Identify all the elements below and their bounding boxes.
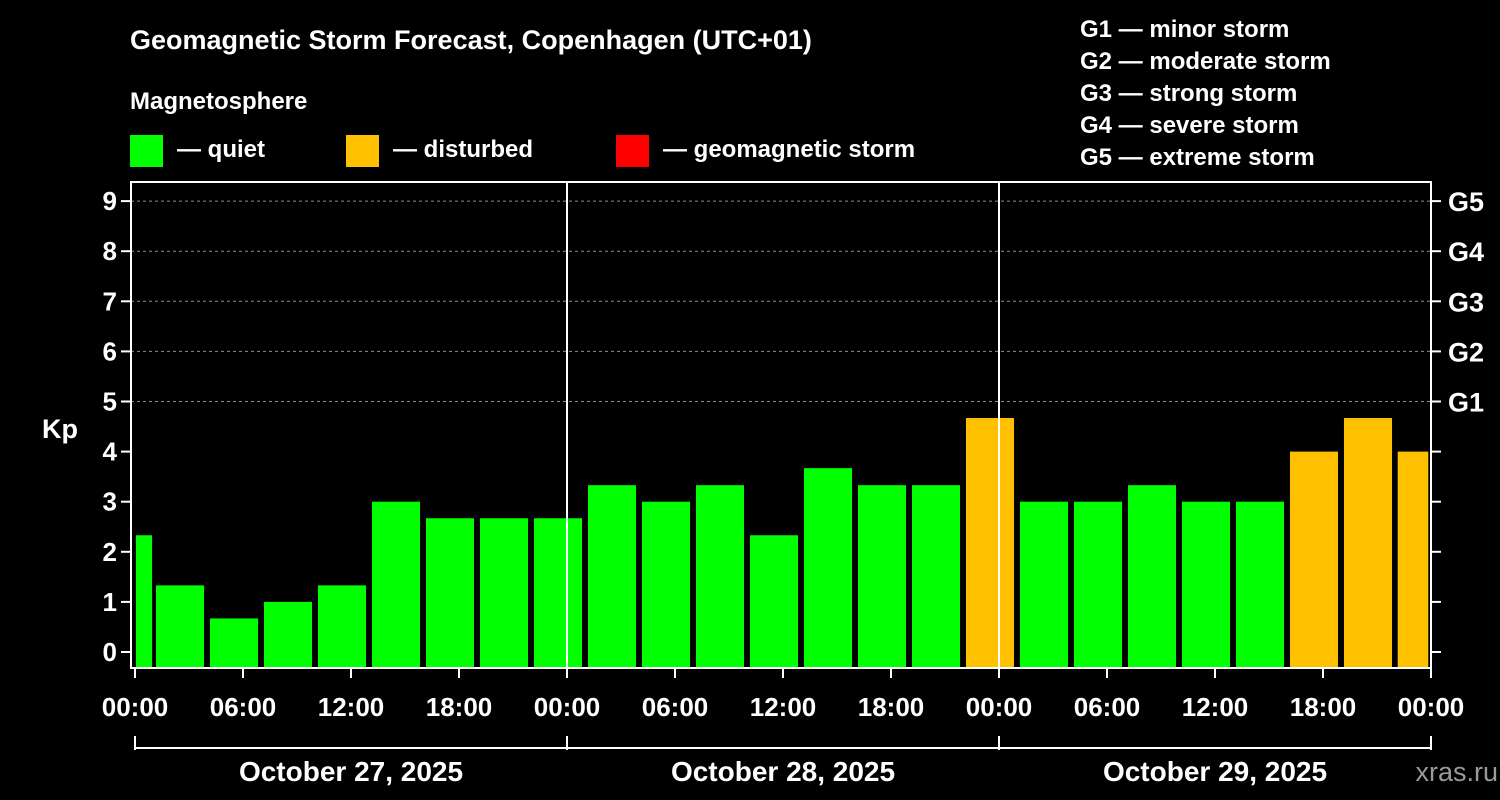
bar-5 bbox=[371, 501, 421, 668]
bar-14 bbox=[857, 485, 907, 668]
bars bbox=[135, 418, 1429, 668]
legend-title: Magnetosphere bbox=[130, 88, 307, 115]
storm-level-label-g3: G3 bbox=[1448, 287, 1484, 317]
watermark: xras.ru bbox=[1415, 757, 1498, 787]
x-tick-label-7: 18:00 bbox=[858, 692, 925, 722]
y-tick-label-4: 4 bbox=[103, 437, 118, 467]
x-tick-label-10: 12:00 bbox=[1182, 692, 1249, 722]
bar-4 bbox=[317, 585, 367, 668]
legend: Magnetosphere — quiet — disturbed — geom… bbox=[130, 88, 915, 167]
y-tick-label-6: 6 bbox=[103, 336, 117, 366]
storm-level-label-g5: G5 bbox=[1448, 187, 1484, 217]
bar-12 bbox=[749, 535, 799, 668]
x-axis-ticks: 00:00 06:00 12:00 18:00 00:00 06:00 12:00 18:00… bbox=[102, 668, 1465, 722]
bar-23 bbox=[1343, 418, 1393, 668]
y-tick-label-7: 7 bbox=[103, 286, 117, 316]
day-separators bbox=[566, 182, 1000, 668]
chart-title: Geomagnetic Storm Forecast, Copenhagen (… bbox=[130, 25, 812, 55]
scale-legend-g3: G3 — strong storm bbox=[1080, 80, 1297, 107]
x-tick-label-8: 00:00 bbox=[966, 692, 1033, 722]
bar-17 bbox=[1019, 501, 1069, 668]
bar-22 bbox=[1289, 451, 1339, 668]
legend-label-quiet: — quiet bbox=[177, 136, 265, 163]
y-tick-label-2: 2 bbox=[103, 537, 117, 567]
scale-legend-g4: G4 — severe storm bbox=[1080, 112, 1299, 139]
x-tick-label-2: 12:00 bbox=[318, 692, 385, 722]
bar-6 bbox=[425, 518, 475, 668]
bar-8 bbox=[533, 518, 583, 668]
storm-scale-legend: G1 — minor storm G2 — moderate storm G3 … bbox=[1080, 16, 1331, 171]
x-tick-label-9: 06:00 bbox=[1074, 692, 1141, 722]
legend-swatch-storm bbox=[616, 135, 649, 167]
storm-level-axis: G1 G2 G3 G4 G5 bbox=[1448, 187, 1484, 417]
y-tick-label-3: 3 bbox=[103, 487, 117, 517]
bar-1 bbox=[155, 585, 205, 668]
plot-frame bbox=[130, 181, 1432, 669]
y-tick-label-9: 9 bbox=[103, 186, 117, 216]
x-tick-label-6: 12:00 bbox=[750, 692, 817, 722]
y-tick-label-0: 0 bbox=[103, 637, 117, 667]
x-tick-label-11: 18:00 bbox=[1290, 692, 1357, 722]
bar-21 bbox=[1235, 501, 1285, 668]
x-tick-label-12: 00:00 bbox=[1398, 692, 1465, 722]
bar-2 bbox=[209, 618, 259, 668]
y-tick-label-8: 8 bbox=[103, 236, 117, 266]
bar-10 bbox=[641, 501, 691, 668]
x-tick-label-4: 00:00 bbox=[534, 692, 601, 722]
legend-swatch-quiet bbox=[130, 135, 163, 167]
storm-level-label-g1: G1 bbox=[1448, 388, 1484, 418]
y-axis-label: Kp bbox=[42, 414, 78, 444]
scale-legend-g2: G2 — moderate storm bbox=[1080, 48, 1331, 75]
bar-15 bbox=[911, 485, 961, 668]
legend-swatch-disturbed bbox=[346, 135, 379, 167]
x-tick-label-1: 06:00 bbox=[210, 692, 277, 722]
scale-legend-g5: G5 — extreme storm bbox=[1080, 144, 1315, 171]
day-label-1: October 28, 2025 bbox=[671, 756, 895, 787]
day-label-0: October 27, 2025 bbox=[239, 756, 463, 787]
storm-level-label-g2: G2 bbox=[1448, 337, 1484, 367]
y-tick-label-1: 1 bbox=[103, 587, 117, 617]
scale-legend-g1: G1 — minor storm bbox=[1080, 16, 1289, 43]
gridlines bbox=[131, 200, 1431, 402]
legend-label-storm: — geomagnetic storm bbox=[663, 136, 915, 163]
day-label-2: October 29, 2025 bbox=[1103, 756, 1327, 787]
day-axis: October 27, 2025 October 28, 2025 October … bbox=[134, 736, 1432, 787]
bar-13 bbox=[803, 468, 853, 668]
y-axis-ticks: 0 1 2 3 4 5 6 7 8 9 bbox=[103, 186, 1441, 667]
legend-label-disturbed: — disturbed bbox=[393, 136, 533, 163]
x-tick-label-3: 18:00 bbox=[426, 692, 493, 722]
bar-0 bbox=[135, 535, 153, 668]
storm-level-label-g4: G4 bbox=[1448, 237, 1484, 267]
x-tick-label-0: 00:00 bbox=[102, 692, 169, 722]
bar-19 bbox=[1127, 485, 1177, 668]
bar-18 bbox=[1073, 501, 1123, 668]
bar-7 bbox=[479, 518, 529, 668]
bar-24 bbox=[1397, 451, 1429, 668]
bar-9 bbox=[587, 485, 637, 668]
y-tick-label-5: 5 bbox=[103, 387, 117, 417]
bar-16 bbox=[965, 418, 1015, 668]
bar-11 bbox=[695, 485, 745, 668]
x-tick-label-5: 06:00 bbox=[642, 692, 709, 722]
bar-20 bbox=[1181, 501, 1231, 668]
bar-3 bbox=[263, 601, 313, 668]
